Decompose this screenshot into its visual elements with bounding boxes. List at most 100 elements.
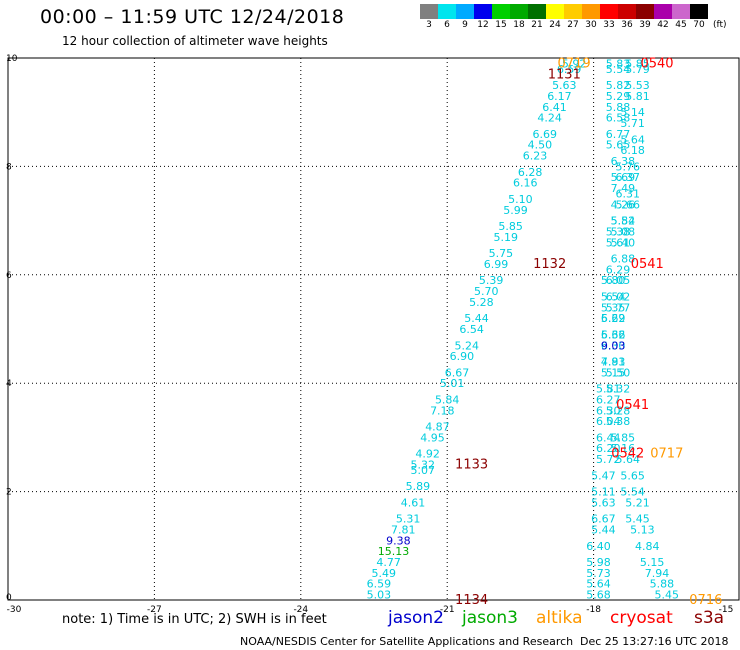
color-scale-label: 27 xyxy=(567,20,579,30)
wave-height-point: 5.54 xyxy=(611,215,636,228)
wave-height-point: 6.44 xyxy=(596,431,621,444)
wave-height-point: 6.90 xyxy=(450,350,475,363)
wave-height-point: 6.02 xyxy=(606,290,631,303)
generation-timestamp: Dec 25 13:27:16 UTC 2018 xyxy=(580,635,729,648)
wave-height-point: 5.13 xyxy=(630,524,655,537)
color-scale-label: 30 xyxy=(585,20,597,30)
color-scale-label: 15 xyxy=(495,20,507,30)
wave-height-point: 5.39 xyxy=(479,274,504,287)
color-scale-label: 70 xyxy=(693,20,705,30)
color-scale-swatch xyxy=(546,4,564,19)
wave-height-point: 6.30 xyxy=(596,404,621,417)
wave-height-point: 5.50 xyxy=(606,366,631,379)
wave-height-point: 5.82 xyxy=(606,79,631,92)
wave-height-point: 5.44 xyxy=(464,312,489,325)
color-scale-cell: 70 xyxy=(690,4,708,30)
wave-height-point: 5.38 xyxy=(606,225,631,238)
wave-height-point: 5.79 xyxy=(625,63,650,76)
wave-height-point: 4.84 xyxy=(635,540,660,553)
wave-height-point: 5.32 xyxy=(411,459,436,472)
wave-height-point: 5.73 xyxy=(586,567,611,580)
color-scale-label: 18 xyxy=(513,20,525,30)
x-tick-label: -30 xyxy=(7,605,22,615)
color-scale-swatch xyxy=(456,4,474,19)
y-tick-label: 0 xyxy=(6,593,12,603)
wave-height-point: 5.63 xyxy=(591,496,616,509)
wave-height-point: 4.61 xyxy=(401,496,426,509)
y-tick-label: 6 xyxy=(6,271,12,281)
x-tick-label: -15 xyxy=(719,605,734,615)
wave-height-point: 4.81 xyxy=(601,356,626,369)
pass-time-label: 0540 xyxy=(640,56,673,71)
pass-time-label: 0719 xyxy=(558,56,591,71)
wave-height-point: 5.82 xyxy=(611,215,636,228)
wave-height-point: 6.62 xyxy=(601,312,626,325)
color-scale-cell: 36 xyxy=(618,4,636,30)
wave-height-point: 5.72 xyxy=(596,453,621,466)
color-scale-label: 42 xyxy=(657,20,669,30)
wave-height-point: 6.04 xyxy=(596,415,621,428)
wave-height-point: 5.03 xyxy=(367,589,392,602)
x-tick-label: -18 xyxy=(586,605,601,615)
wave-height-point: 5.85 xyxy=(498,220,523,233)
wave-height-point: 4.26 xyxy=(611,198,636,211)
wave-height-point: 4.87 xyxy=(425,421,450,434)
wave-height-point: 5.28 xyxy=(469,296,494,309)
wave-height-point: 6.38 xyxy=(611,155,636,168)
wave-height-point: 9.38 xyxy=(386,534,411,547)
color-scale-label: 24 xyxy=(549,20,561,30)
wave-height-point: 5.65 xyxy=(620,469,645,482)
pass-time-label: 1131 xyxy=(548,67,581,82)
y-tick-label: 4 xyxy=(6,379,12,389)
color-scale-cell: 27 xyxy=(564,4,582,30)
pass-time-label: 0541 xyxy=(631,257,664,272)
wave-height-point: 5.64 xyxy=(620,133,645,146)
wave-height-point: 5.69 xyxy=(611,171,636,184)
wave-height-point: 5.45 xyxy=(655,589,680,602)
wave-height-point: 6.17 xyxy=(547,90,572,103)
color-scale-cell: 6 xyxy=(438,4,456,30)
wave-height-point: 7.93 xyxy=(601,356,626,369)
wave-height-point: 6.27 xyxy=(596,393,621,406)
wave-height-point: 6.16 xyxy=(513,177,538,190)
color-scale-cell: 21 xyxy=(528,4,546,30)
color-scale-cell: 33 xyxy=(600,4,618,30)
pass-time-label: 0542 xyxy=(611,447,644,462)
wave-height-point: 5.29 xyxy=(606,90,631,103)
color-scale-label: 36 xyxy=(621,20,633,30)
wave-height-point: 5.70 xyxy=(474,285,499,298)
wave-height-point: 5.81 xyxy=(625,90,650,103)
wave-height-point: 5.32 xyxy=(606,383,631,396)
wave-height-point: 5.15 xyxy=(640,556,665,569)
wave-height-point: 7.94 xyxy=(645,567,670,580)
wave-height-point: 6.58 xyxy=(606,112,631,125)
wave-height-point: 6.23 xyxy=(523,150,548,163)
color-scale-swatch xyxy=(492,4,510,19)
wave-height-point: 5.49 xyxy=(372,567,397,580)
legend-entry-altika: altika xyxy=(536,608,583,628)
color-scale-swatch xyxy=(654,4,672,19)
wave-height-point: 5.54 xyxy=(606,63,631,76)
color-scale-bar: 3 6 9 12 15 18 21 24 27 30 33 36 39 42 45 70 xyxy=(420,4,708,30)
color-scale-cell: 15 xyxy=(492,4,510,30)
wave-height-point: 5.85 xyxy=(611,431,636,444)
pass-time-label: 0541 xyxy=(616,398,649,413)
wave-height-point: 5.64 xyxy=(616,453,641,466)
color-scale-swatch xyxy=(582,4,600,19)
wave-height-point: 5.31 xyxy=(396,513,421,526)
wave-height-point: 5.92 xyxy=(562,57,587,70)
wave-height-point: 5.07 xyxy=(411,464,436,477)
wave-height-point: 5.24 xyxy=(454,339,479,352)
wave-height-point: 5.88 xyxy=(650,578,675,591)
pass-time-label: 0717 xyxy=(650,447,683,462)
x-tick-label: -27 xyxy=(147,605,162,615)
wave-height-point: 4.24 xyxy=(537,112,562,125)
wave-height-point: 5.65 xyxy=(606,139,631,152)
y-tick-label: 10 xyxy=(6,54,18,64)
color-scale-cell: 9 xyxy=(456,4,474,30)
wave-height-point: 5.01 xyxy=(440,377,465,390)
wave-height-point: 5.68 xyxy=(586,589,611,602)
wave-height-point: 5.61 xyxy=(606,236,631,249)
credit-line: NOAA/NESDIS Center for Satellite Applica… xyxy=(240,635,574,648)
wave-height-point: 5.77 xyxy=(606,301,631,314)
